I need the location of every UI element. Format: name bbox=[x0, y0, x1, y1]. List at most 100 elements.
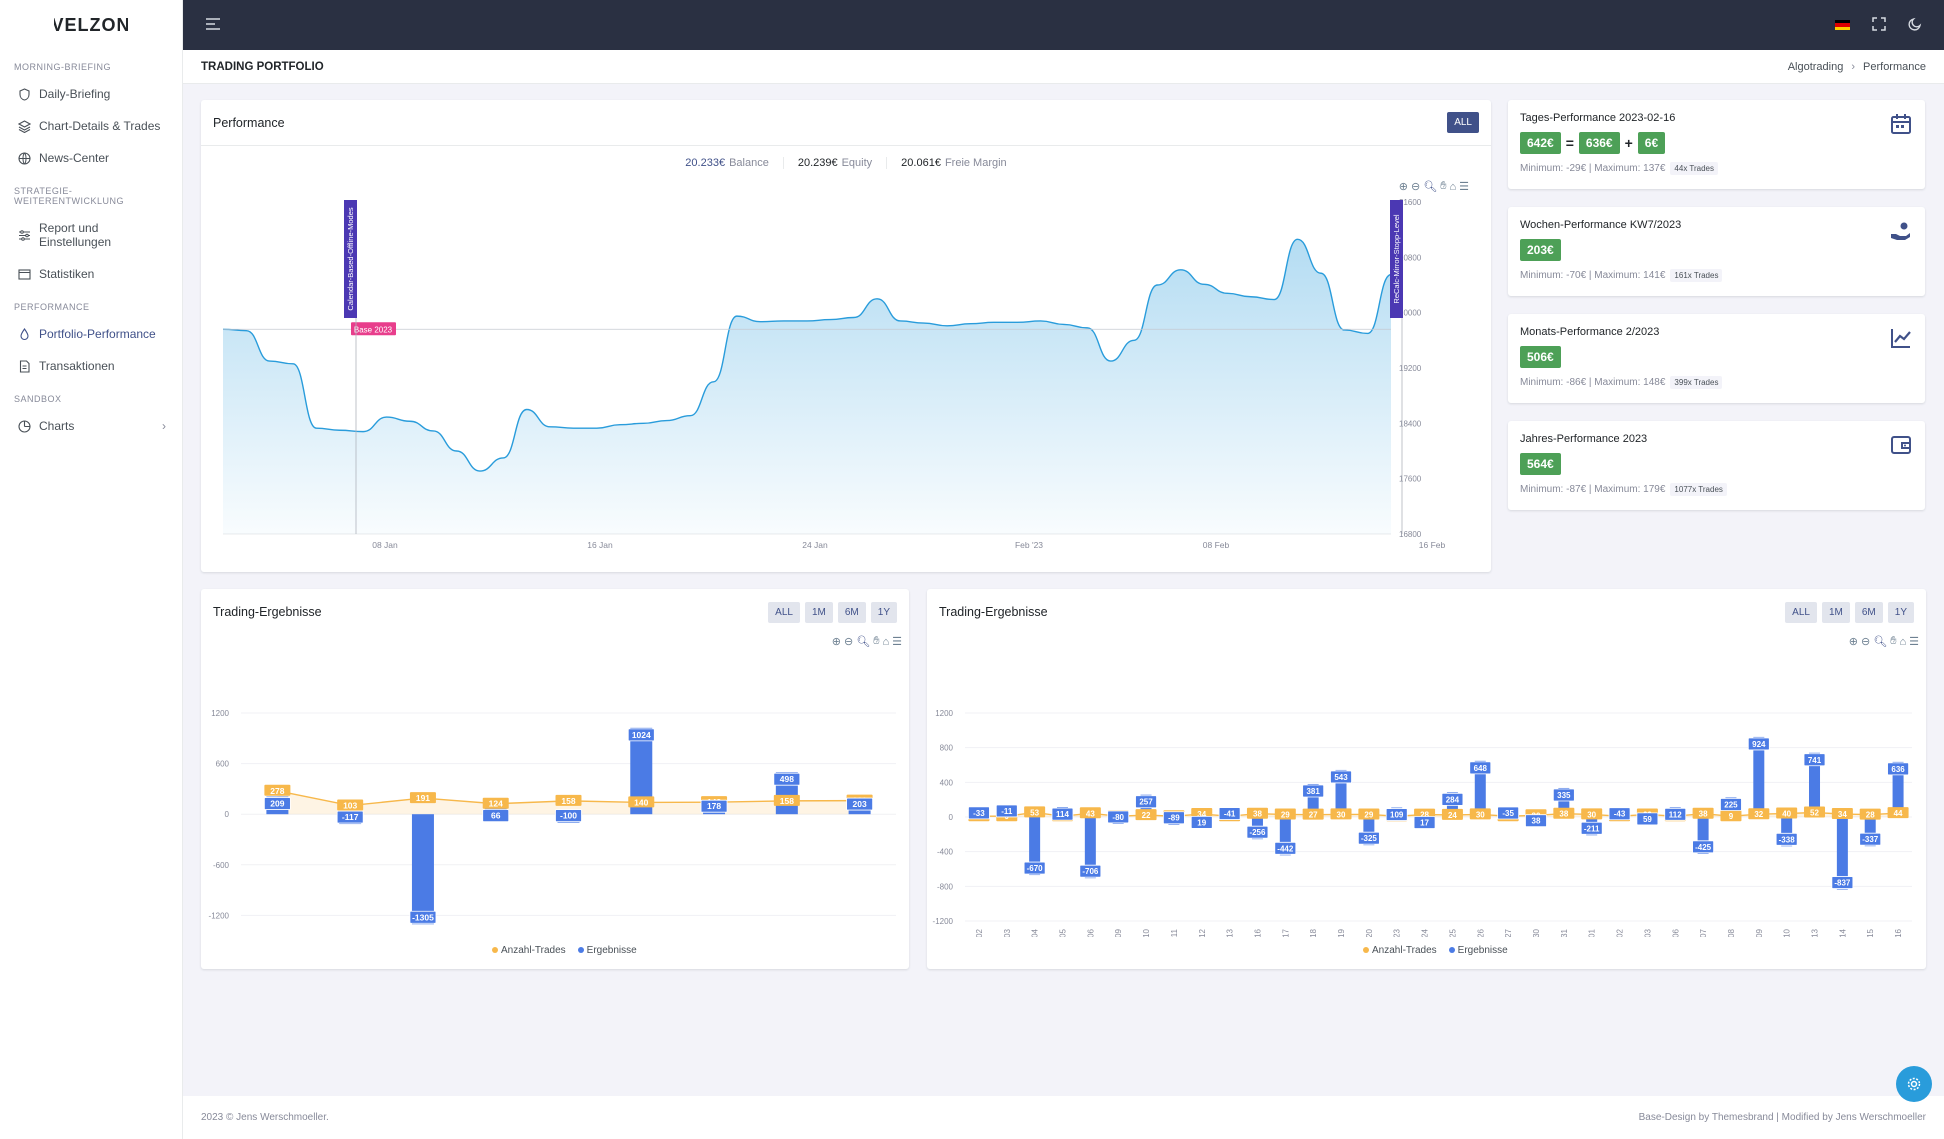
result-data-label: 543 bbox=[1334, 773, 1348, 782]
zoom-in-icon[interactable]: ⊕ bbox=[831, 636, 841, 648]
range-all-button[interactable]: ALL bbox=[1785, 601, 1817, 623]
zoom-select-icon[interactable]: 🔍︎ bbox=[1873, 636, 1888, 648]
sidebar-item-statistiken[interactable]: Statistiken bbox=[0, 258, 182, 290]
hamburger-icon[interactable] bbox=[205, 17, 221, 33]
y-tick-label: 600 bbox=[216, 760, 230, 769]
menu-section-title: PERFORMANCE bbox=[14, 302, 90, 312]
result-label-box bbox=[700, 799, 728, 813]
result-data-label: 648 bbox=[1474, 764, 1488, 773]
metric-balance: 20.233€ Balance bbox=[671, 157, 784, 169]
zoom-out-icon[interactable]: ⊖ bbox=[1861, 636, 1871, 648]
trades-label-box bbox=[1804, 806, 1826, 818]
chart-menu-icon[interactable]: ☰ bbox=[892, 636, 902, 648]
pan-hand-icon[interactable]: ✋︎ bbox=[1440, 180, 1447, 192]
metric-value: 20.239€ bbox=[797, 157, 838, 169]
result-label-box bbox=[1636, 812, 1659, 826]
metric-label: Equity bbox=[841, 157, 873, 169]
zoom-out-icon[interactable]: ⊖ bbox=[1411, 181, 1421, 193]
reset-home-icon[interactable]: ⌂ bbox=[882, 635, 890, 648]
y-tick-label: -800 bbox=[937, 882, 954, 891]
result-label-box bbox=[1664, 807, 1687, 821]
stat-title: Wochen-Performance KW7/2023 bbox=[1520, 219, 1682, 231]
x-tick-label: 2023-01-31 bbox=[1560, 928, 1569, 937]
stat-card: Tages-Performance 2023-02-16 642€ = 636€ +6… bbox=[1508, 100, 1925, 189]
document-icon bbox=[18, 359, 31, 373]
pan-hand-icon[interactable]: ✋︎ bbox=[873, 635, 880, 647]
footer-credits: Base-Design by Themesbrand | Modified by… bbox=[1638, 1112, 1926, 1123]
result-data-label: -256 bbox=[1249, 828, 1266, 837]
metric-label: Balance bbox=[729, 157, 769, 169]
result-label-box bbox=[336, 810, 364, 824]
wallet-icon bbox=[1891, 436, 1911, 454]
trades-label-box bbox=[1079, 807, 1101, 819]
sidebar-item-transaktionen[interactable]: Transaktionen bbox=[0, 350, 182, 382]
trades-label-box bbox=[1692, 807, 1714, 819]
result-label-box bbox=[1887, 762, 1909, 776]
result-label-box bbox=[1525, 814, 1547, 828]
range-6m-button[interactable]: 6M bbox=[1854, 601, 1883, 623]
legend-trades[interactable]: Anzahl-Trades bbox=[492, 945, 566, 956]
trades-data-label: 53 bbox=[1030, 808, 1039, 817]
stat-minmax: Minimum: -86€ | Maximum: 148€ 399x Trades bbox=[1520, 376, 1913, 389]
app-logo[interactable]: VELZON bbox=[0, 0, 182, 50]
result-label-box bbox=[1441, 792, 1464, 806]
sidebar-item-chart-details-trades[interactable]: Chart-Details & Trades bbox=[0, 110, 182, 142]
pan-hand-icon[interactable]: ✋︎ bbox=[1890, 635, 1897, 647]
result-data-label: 112 bbox=[1669, 810, 1682, 819]
chart-menu-icon[interactable]: ☰ bbox=[1459, 181, 1469, 193]
sidebar-item-charts[interactable]: Charts › bbox=[0, 410, 182, 442]
balance-line bbox=[222, 238, 1392, 472]
trades-label-box bbox=[1358, 808, 1380, 820]
value-badge: 506€ bbox=[1520, 346, 1561, 368]
zoom-out-icon[interactable]: ⊖ bbox=[844, 636, 854, 648]
zoom-select-icon[interactable]: 🔍︎ bbox=[856, 636, 871, 648]
range-1m-button[interactable]: 1M bbox=[804, 601, 833, 623]
dark-mode-icon[interactable] bbox=[1908, 17, 1922, 34]
result-label-box bbox=[1079, 864, 1102, 878]
legend-results[interactable]: Ergebnisse bbox=[1448, 945, 1508, 956]
result-bar bbox=[1474, 760, 1486, 817]
german-flag-icon[interactable] bbox=[1835, 20, 1850, 30]
x-tick-label: 08 Feb bbox=[1203, 540, 1230, 550]
trades-label-box bbox=[1469, 808, 1491, 820]
breadcrumb: Algotrading › Performance bbox=[1788, 61, 1926, 73]
range-1m-button[interactable]: 1M bbox=[1821, 601, 1850, 623]
metric-label: Freie Margin bbox=[944, 157, 1007, 169]
trades-label-box bbox=[1887, 807, 1909, 819]
reset-home-icon[interactable]: ⌂ bbox=[1449, 180, 1457, 193]
trades-label-box bbox=[1302, 808, 1324, 820]
result-bar bbox=[1307, 783, 1319, 817]
result-bar bbox=[1753, 736, 1765, 817]
result-label-box bbox=[1357, 831, 1380, 845]
zoom-select-icon[interactable]: 🔍︎ bbox=[1423, 181, 1438, 193]
result-label-box bbox=[1803, 753, 1826, 767]
sidebar-item-daily-briefing[interactable]: Daily-Briefing bbox=[0, 78, 182, 110]
zoom-in-icon[interactable]: ⊕ bbox=[1398, 181, 1408, 193]
y-tick-label: 17600 bbox=[1399, 475, 1422, 484]
chart-menu-icon[interactable]: ☰ bbox=[1909, 636, 1919, 648]
y-tick-label: 16800 bbox=[1399, 530, 1422, 539]
sidebar-item-news-center[interactable]: News-Center bbox=[0, 142, 182, 174]
range-6m-button[interactable]: 6M bbox=[837, 601, 866, 623]
result-bar bbox=[1781, 817, 1793, 847]
settings-fab-button[interactable] bbox=[1896, 1066, 1932, 1102]
trades-data-label: 40 bbox=[1782, 810, 1791, 819]
result-data-label: 498 bbox=[780, 774, 794, 784]
fullscreen-icon[interactable] bbox=[1872, 16, 1886, 34]
trades-label-box bbox=[1246, 807, 1268, 819]
trades-data-label: 29 bbox=[1364, 810, 1373, 819]
breadcrumb-item[interactable]: Algotrading bbox=[1787, 60, 1844, 73]
trades-label-box bbox=[1776, 807, 1798, 819]
sidebar-item-portfolio-performance[interactable]: Portfolio-Performance bbox=[0, 318, 182, 350]
range-1y-button[interactable]: 1Y bbox=[870, 601, 897, 623]
legend-trades[interactable]: Anzahl-Trades bbox=[1363, 945, 1437, 956]
x-tick-label: 08 Jan bbox=[372, 540, 398, 550]
reset-home-icon[interactable]: ⌂ bbox=[1899, 635, 1907, 648]
zoom-in-icon[interactable]: ⊕ bbox=[1848, 636, 1858, 648]
range-all-button[interactable]: ALL bbox=[1447, 112, 1479, 133]
range-1y-button[interactable]: 1Y bbox=[1887, 601, 1914, 623]
x-tick-label: 2023-02-06 bbox=[1671, 928, 1680, 937]
sidebar-item-report-und-einstellungen[interactable]: Report und Einstellungen bbox=[0, 212, 182, 258]
legend-results[interactable]: Ergebnisse bbox=[577, 945, 637, 956]
range-all-button[interactable]: ALL bbox=[768, 601, 800, 623]
